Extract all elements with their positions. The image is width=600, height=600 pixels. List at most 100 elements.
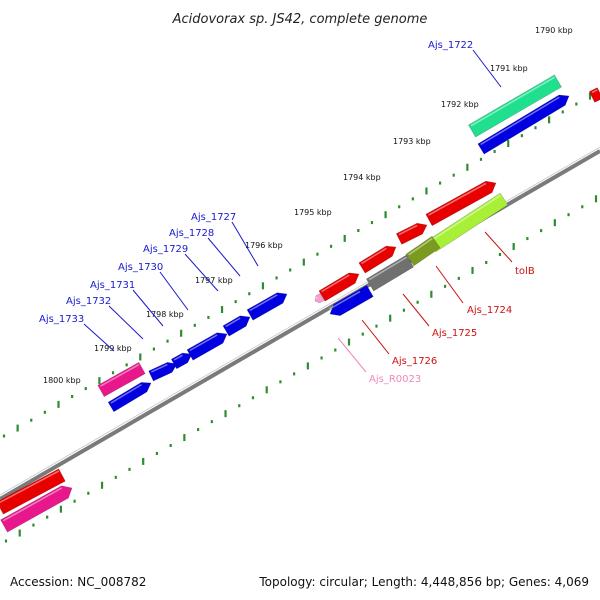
gene-body xyxy=(148,362,178,382)
gene-arrow xyxy=(365,254,415,292)
gene-arrow xyxy=(588,87,600,103)
gene-label: Ajs_1729 xyxy=(143,244,188,255)
backbone-strand xyxy=(0,149,600,501)
scale-label: 1794 kbp xyxy=(343,173,381,182)
gene-body xyxy=(329,284,374,316)
gene-arrow xyxy=(329,284,374,316)
gene-shine xyxy=(249,294,278,312)
gene-arrow xyxy=(186,332,228,361)
tick-rows xyxy=(2,92,598,543)
gene-shine xyxy=(480,96,560,146)
gene-shine xyxy=(470,76,555,127)
gene-body xyxy=(318,272,360,302)
scale-label: 1800 kbp xyxy=(43,376,81,385)
gene-body xyxy=(0,468,66,515)
label-leader xyxy=(231,221,259,267)
gene-shine xyxy=(361,247,387,265)
gene-shine xyxy=(408,237,433,256)
gene-arrow xyxy=(222,315,251,337)
gene-shine xyxy=(225,317,241,328)
gene-shine xyxy=(2,487,63,522)
gene-arrow xyxy=(318,272,360,302)
gene-shine xyxy=(100,363,140,387)
gene-shine xyxy=(0,470,60,504)
gene-shine xyxy=(398,224,418,236)
gene-arrow xyxy=(358,245,397,274)
scale-label: 1793 kbp xyxy=(393,137,431,146)
label-leader xyxy=(159,271,189,311)
gene-label: Ajs_1728 xyxy=(169,228,214,239)
gene-arrow xyxy=(170,352,193,370)
map-title: Acidovorax sp. JS42, complete genome xyxy=(172,12,428,27)
gene-label: Ajs_1733 xyxy=(39,314,84,325)
label-leader xyxy=(132,289,164,327)
label-leader xyxy=(402,293,430,327)
label-leader xyxy=(207,237,241,277)
gene-shine xyxy=(110,383,142,404)
gene-shine xyxy=(430,194,501,242)
gene-body xyxy=(425,180,497,227)
label-leader xyxy=(472,49,502,88)
gene-labels: Ajs_1722 Ajs_1727 Ajs_1728 Ajs_1729 Ajs_1730… xyxy=(39,40,535,385)
gene-shine xyxy=(329,290,361,310)
gene-body xyxy=(222,315,251,337)
gene-label: Ajs_R0023 xyxy=(369,374,421,385)
gene-body xyxy=(246,292,288,321)
scale-label: 1798 kbp xyxy=(146,310,184,319)
gene-body xyxy=(588,87,600,103)
gene-body xyxy=(365,254,415,292)
genome-backbone xyxy=(0,146,600,501)
gene-shine xyxy=(315,296,318,299)
gene-arrow xyxy=(405,235,441,267)
label-leader xyxy=(184,253,219,292)
gene-body xyxy=(170,352,193,370)
gene-arrow xyxy=(107,382,152,413)
label-leader xyxy=(361,319,390,355)
scale-label: 1795 kbp xyxy=(294,208,332,217)
scale-label: 1797 kbp xyxy=(195,276,233,285)
gene-shine xyxy=(368,256,407,281)
gene-arrow xyxy=(246,292,288,321)
label-leader xyxy=(108,305,144,340)
gene-shine xyxy=(428,182,487,216)
gene-body xyxy=(0,485,73,533)
gene-shine xyxy=(173,354,183,361)
label-leader xyxy=(484,231,513,263)
gene-body xyxy=(358,245,397,274)
gene-label: Ajs_1724 xyxy=(467,305,512,316)
gene-shine xyxy=(189,334,218,352)
gene-label: Ajs_1727 xyxy=(191,212,236,223)
gene-arrow xyxy=(395,222,428,245)
scale-labels: 1790 kbp 1791 kbp 1792 kbp 1793 kbp 1794 kbp… xyxy=(43,26,573,385)
backbone-highlight xyxy=(0,146,600,496)
gene-features xyxy=(0,74,600,533)
gene-body xyxy=(314,293,325,304)
gene-label: Ajs_1725 xyxy=(432,328,477,339)
gene-label: Ajs_1726 xyxy=(392,356,437,367)
gene-shine xyxy=(321,274,350,293)
gene-arrow xyxy=(0,468,66,515)
gene-shine xyxy=(151,363,168,373)
scale-label: 1796 kbp xyxy=(245,241,283,250)
gene-arrow xyxy=(97,361,146,398)
gene-body xyxy=(395,222,428,245)
gene-arrow xyxy=(0,485,73,533)
gene-label: Ajs_1731 xyxy=(90,280,135,291)
scale-label: 1790 kbp xyxy=(535,26,573,35)
gene-body xyxy=(107,382,152,413)
gene-arrow xyxy=(425,180,497,227)
gene-label: Ajs_1722 xyxy=(428,40,473,51)
gene-label: Ajs_1732 xyxy=(66,296,111,307)
scale-label: 1799 kbp xyxy=(94,344,132,353)
gene-body xyxy=(468,74,562,138)
gene-body xyxy=(405,235,441,267)
gene-body xyxy=(186,332,228,361)
accession-text: Accession: NC_008782 xyxy=(10,575,147,589)
gene-shine xyxy=(591,89,598,94)
gene-arrow xyxy=(314,293,325,304)
gene-body xyxy=(477,94,570,155)
scale-label: 1792 kbp xyxy=(441,100,479,109)
gene-body xyxy=(97,361,146,398)
label-leader xyxy=(337,337,367,373)
gene-arrow xyxy=(148,362,178,382)
